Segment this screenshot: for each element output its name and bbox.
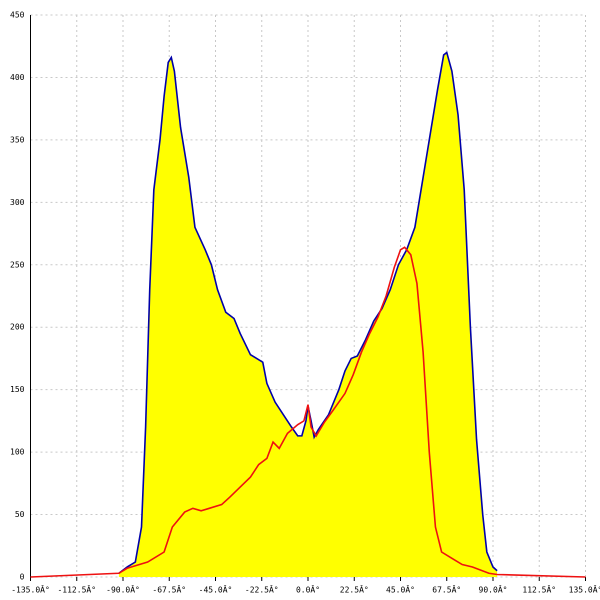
line [30,246,586,578]
line [118,51,498,574]
y-tick-label: 450 [10,11,25,20]
area [118,52,498,577]
x-tick-label: 135.0Â° [569,584,600,595]
x-tick-label: 22.5Â° [340,584,369,595]
x-tick-label: 112.5Â° [522,584,556,595]
y-tick-label: 50 [15,510,25,519]
x-tick-label: -135.0Â° [11,584,50,595]
x-tick-label: -90.0Â° [106,584,140,595]
y-tick-label: 250 [10,260,25,269]
x-tick-label: -112.5Â° [57,584,96,595]
y-tick-label: 350 [10,135,25,144]
x-tick-label: 67.5Â° [432,584,461,595]
x-tick-label: 0.0Â° [296,584,320,595]
x-tick-label: -67.5Â° [152,584,186,595]
x-tick-label: -22.5Â° [245,584,279,595]
y-tick-label: 150 [10,385,25,394]
x-tick-label: 45.0Â° [386,584,415,595]
y-tick-label: 0 [20,573,25,582]
y-tick-label: 400 [10,73,25,82]
y-tick-label: 300 [10,198,25,207]
y-tick-label: 200 [10,323,25,332]
x-tick-label: -45.0Â° [199,584,233,595]
x-tick-label: 90.0Â° [479,584,508,595]
y-tick-label: 100 [10,448,25,457]
